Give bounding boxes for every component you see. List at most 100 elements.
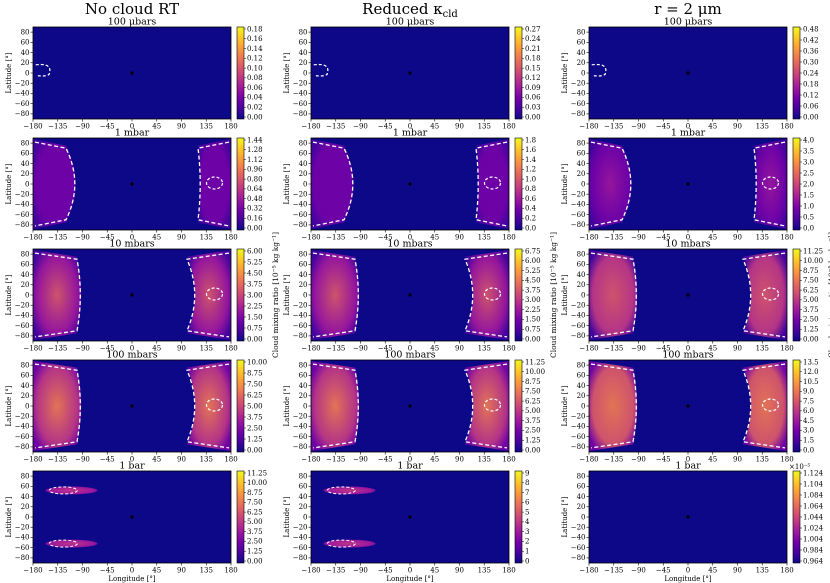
colorbar-tick-label: 1.50 [525, 316, 541, 324]
y-tick-label: 20 [577, 170, 586, 178]
colorbar [236, 248, 245, 342]
colorbar-tick-label: 7.50 [247, 380, 263, 388]
colorbar-tick-label: 6.00 [525, 257, 541, 265]
panel-title: 1 mbar [671, 128, 706, 139]
x-tick-label: 0 [686, 234, 690, 242]
colorbar-tick-label: 0.08 [247, 74, 263, 82]
y-tick-label: 0 [303, 513, 307, 521]
y-tick-label: 80 [299, 472, 308, 480]
colorbar-tick-label: 0.00 [247, 224, 263, 232]
colorbar [792, 470, 801, 564]
colorbar-tick-label: 0.10 [247, 64, 263, 72]
colorbar-tick-label: 3.75 [525, 286, 541, 294]
contour-west [590, 252, 637, 338]
panel-title: 1 bar [119, 461, 145, 472]
colorbar-tick-label: 2.0 [803, 180, 814, 188]
x-tick-label: −135 [326, 456, 345, 464]
y-tick-label: 20 [21, 392, 30, 400]
panel-r1-c3: −180 −135 −90 −45 0 45 90 135 180 −80 −60 −40 −20 0 20… [561, 17, 819, 131]
x-tick-label: 135 [478, 123, 491, 131]
x-tick-label: 135 [200, 234, 213, 242]
colorbar-tick-label: 6.25 [247, 508, 263, 516]
x-tick-label: −180 [301, 345, 320, 353]
contour-east [475, 141, 508, 227]
cloud-region-west [311, 250, 360, 340]
x-tick-label: −45 [100, 234, 115, 242]
y-tick-label: 60 [577, 261, 586, 269]
colorbar-tick-label: 0.0 [525, 224, 536, 232]
y-tick-label: −60 [15, 322, 30, 330]
x-tick-label: −45 [656, 123, 671, 131]
colorbar-tick-label: 6.75 [525, 247, 541, 255]
x-tick-label: 45 [430, 123, 439, 131]
cloud-region-west [589, 139, 632, 229]
substellar-point [130, 515, 134, 519]
colorbar-tick-label: 0.00 [525, 335, 541, 343]
x-tick-label: 0 [130, 234, 134, 242]
x-tick-label: 0 [686, 345, 690, 353]
substellar-point [408, 293, 412, 297]
panel-r4-c1: −180 −135 −90 −45 0 45 90 135 180 −80 −60 −40 −20 0 20… [5, 350, 267, 464]
x-tick-label: −135 [604, 567, 623, 575]
x-tick-label: −135 [48, 234, 67, 242]
x-tick-label: 180 [502, 567, 515, 575]
y-tick-label: −20 [571, 413, 586, 421]
colorbar-tick-label: 2 [525, 538, 529, 546]
colorbar-tick-label: 1.124 [803, 469, 824, 477]
colorbar-tick-label: 1.6 [525, 146, 537, 154]
substellar-point [686, 404, 690, 408]
colorbar-tick-label: 0.12 [803, 91, 819, 99]
substellar-point [130, 293, 134, 297]
cloud-region-east [198, 139, 231, 229]
x-tick-label: 45 [708, 345, 717, 353]
x-tick-label: −180 [579, 567, 598, 575]
x-tick-label: 135 [200, 567, 213, 575]
x-tick-label: 0 [686, 123, 690, 131]
x-tick-label: 180 [224, 123, 237, 131]
x-tick-label: −180 [23, 345, 42, 353]
cloud-region-east [476, 139, 509, 229]
colorbar-tick-label: 0.24 [525, 35, 541, 43]
colorbar-tick-label: 1.024 [803, 524, 824, 532]
y-tick-label: 80 [577, 28, 586, 36]
panel-title: 100 mbars [106, 350, 157, 361]
colorbar-tick-label: 8.75 [803, 267, 819, 275]
y-tick-label: −60 [293, 322, 308, 330]
cloud-region-east [187, 250, 231, 340]
y-axis-label: Latitude [°] [561, 52, 569, 93]
y-tick-label: 60 [21, 372, 30, 380]
y-tick-label: 40 [299, 382, 308, 390]
substellar-point [130, 404, 134, 408]
x-tick-label: −90 [353, 123, 368, 131]
colorbar [514, 470, 523, 564]
y-tick-label: 0 [581, 291, 585, 299]
y-tick-label: 80 [299, 28, 308, 36]
colorbar-label: Cloud mixing ratio [10⁻⁵ kg kg⁻¹] [549, 232, 558, 358]
colorbar-tick-label: 1 [525, 548, 529, 556]
column-title-3: r = 2 μm [654, 0, 722, 18]
contour-equatorial [761, 287, 780, 301]
contour-equatorial [483, 287, 502, 301]
x-tick-label: −135 [326, 345, 345, 353]
colorbar-tick-label: 0.0 [803, 446, 814, 454]
colorbar-tick-label: 6.25 [803, 286, 819, 294]
colorbar-tick-label: 0.02 [247, 104, 263, 112]
x-tick-label: −45 [378, 456, 393, 464]
x-tick-label: 90 [177, 234, 186, 242]
y-tick-label: 60 [577, 150, 586, 158]
contour-west [34, 363, 81, 449]
colorbar-tick-label: 0.30 [803, 58, 819, 66]
colorbar [792, 248, 801, 342]
y-tick-label: −40 [15, 312, 30, 320]
colorbar-tick-label: 0.16 [247, 35, 263, 43]
y-tick-label: 60 [577, 372, 586, 380]
contour-west [590, 141, 632, 227]
y-tick-label: 60 [21, 150, 30, 158]
colorbar-tick-label: 3.0 [803, 427, 814, 435]
cloud-region-west [589, 361, 638, 451]
colorbar-tick-label: 1.5 [803, 191, 814, 199]
x-tick-label: −45 [378, 345, 393, 353]
colorbar-tick-label: 3.75 [247, 413, 263, 421]
x-tick-label: 0 [686, 456, 690, 464]
x-tick-label: −90 [75, 234, 90, 242]
